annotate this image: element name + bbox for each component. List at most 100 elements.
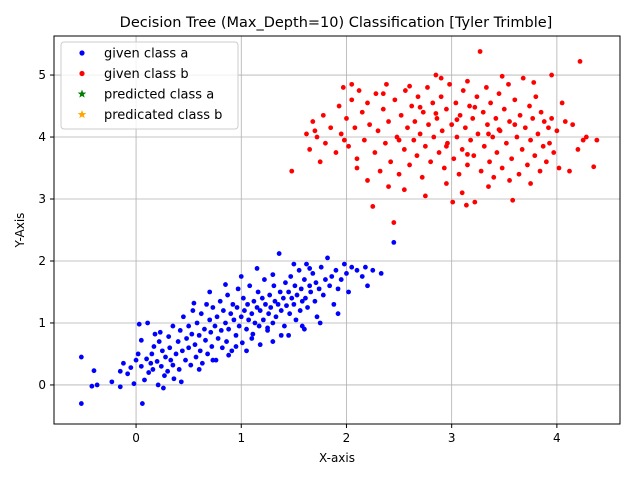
given-class-b-point (486, 131, 491, 137)
given-class-b-point (499, 165, 505, 171)
given-class-b-point (444, 143, 449, 149)
given-class-a-point (239, 340, 245, 346)
given-class-a-point (170, 323, 176, 329)
given-class-b-point (349, 81, 355, 87)
given-class-a-point (198, 311, 204, 317)
given-class-b-point (312, 128, 318, 134)
given-class-a-point (151, 344, 157, 349)
given-class-a-point (240, 295, 246, 301)
given-class-a-point (145, 320, 151, 326)
given-class-a-point (286, 332, 292, 338)
given-class-a-point (89, 383, 95, 389)
given-class-a-point (179, 348, 185, 354)
given-class-b-point (323, 140, 328, 146)
given-class-a-point (293, 317, 299, 323)
y-tick-label: 3 (38, 192, 46, 206)
given-class-b-point (328, 125, 334, 131)
given-class-b-point (467, 103, 472, 109)
given-class-a-point (301, 326, 307, 332)
given-class-b-point (468, 137, 474, 143)
given-class-a-point (378, 270, 384, 276)
given-class-a-point (278, 332, 284, 338)
given-class-b-point (519, 147, 525, 152)
given-class-a-point (228, 311, 234, 317)
given-class-a-point (155, 382, 161, 388)
given-class-a-point (181, 314, 186, 320)
given-class-a-point (157, 329, 163, 335)
given-class-b-point (377, 168, 383, 174)
given-class-b-point (462, 125, 468, 131)
y-tick-label: 2 (38, 254, 46, 268)
given-class-b-point (459, 190, 465, 196)
given-class-b-point (464, 202, 469, 208)
given-class-b-point (477, 49, 483, 54)
given-class-b-point (333, 150, 339, 155)
given-class-b-point (431, 134, 437, 140)
given-class-b-point (422, 143, 428, 149)
given-class-b-point (562, 119, 568, 124)
given-class-a-point (245, 301, 250, 307)
given-class-a-point (257, 308, 263, 313)
given-class-a-point (287, 311, 293, 317)
given-class-a-point (298, 286, 304, 292)
given-class-b-point (494, 150, 500, 155)
given-class-a-point (217, 298, 223, 304)
given-class-b-point (356, 88, 362, 93)
given-class-a-point (150, 367, 156, 372)
given-class-b-point (549, 72, 555, 78)
given-class-a-point (156, 339, 162, 344)
given-class-b-point (577, 59, 583, 64)
data-points (78, 49, 600, 406)
given-class-a-point (210, 305, 216, 310)
given-class-a-point (265, 325, 270, 331)
given-class-b-point (470, 116, 476, 121)
given-class-a-point (308, 289, 314, 295)
given-class-b-point (340, 85, 346, 90)
given-class-a-point (91, 368, 97, 374)
given-class-a-point (305, 305, 310, 310)
given-class-b-point (532, 153, 538, 159)
given-class-a-point (193, 354, 199, 360)
given-class-b-point (472, 199, 478, 205)
predicated-class-b-legend-marker (77, 110, 87, 119)
given-class-a-point (223, 320, 228, 326)
given-class-b-point (396, 171, 402, 177)
given-class-a-point (163, 354, 168, 360)
given-class-a-point (234, 305, 240, 310)
given-class-b-point (449, 122, 455, 128)
given-class-a-point (142, 377, 147, 383)
given-class-b-point (365, 178, 370, 183)
given-class-a-point (316, 286, 322, 292)
given-class-a-point (199, 360, 205, 366)
given-class-b-point (453, 100, 459, 106)
given-class-a-point (346, 289, 351, 295)
given-class-b-point (361, 137, 367, 143)
given-class-a-point (270, 339, 276, 344)
given-class-b-point (338, 131, 344, 137)
x-axis-label: X-axis (319, 451, 355, 465)
given-class-b-point (444, 106, 449, 112)
given-class-b-point (510, 197, 516, 203)
given-class-b-point (396, 137, 402, 143)
given-class-a-point (205, 351, 211, 357)
given-class-b-point (512, 97, 518, 103)
given-class-a-point (270, 320, 276, 326)
given-class-a-point (138, 337, 144, 343)
given-class-b-point (583, 134, 589, 140)
given-class-b-point (496, 91, 502, 97)
given-class-a-point (136, 321, 142, 327)
y-axis-ticks: 0 1 2 3 4 5 (38, 68, 54, 392)
given-class-a-point (317, 320, 323, 326)
given-class-b-point (507, 178, 512, 183)
given-class-a-point (270, 272, 276, 278)
given-class-a-point (238, 274, 244, 279)
given-class-b-point (372, 150, 378, 155)
given-class-b-point (434, 116, 440, 121)
given-class-b-point (349, 97, 355, 103)
given-class-a-point (272, 298, 278, 304)
given-class-a-point (304, 261, 309, 267)
given-class-a-point (338, 277, 344, 282)
given-class-a-point (268, 305, 274, 310)
given-class-a-point (320, 292, 326, 298)
given-class-b-point (457, 112, 463, 118)
